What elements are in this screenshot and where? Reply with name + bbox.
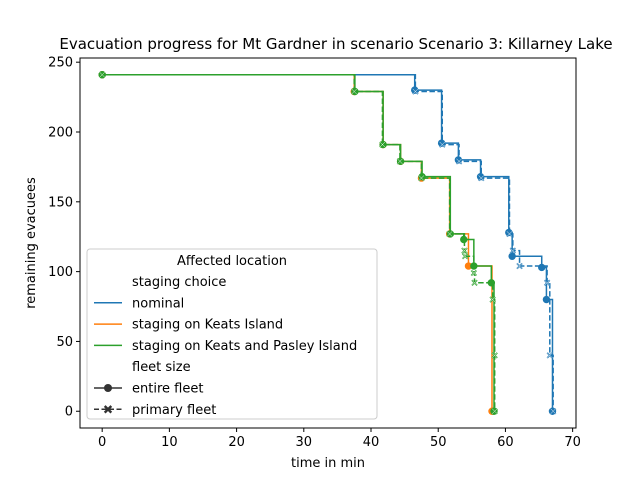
x-tick-label: 70 <box>564 435 581 450</box>
x-marker-highlight <box>446 231 453 237</box>
x-marker-highlight <box>471 280 478 286</box>
data-point <box>549 408 557 415</box>
x-marker-highlight <box>491 408 498 415</box>
x-marker-highlight <box>471 270 477 276</box>
data-point <box>509 247 516 254</box>
series-line-4 <box>102 74 496 412</box>
x-marker-highlight <box>491 352 498 359</box>
data-point <box>351 88 358 95</box>
legend-section-header: staging choice <box>132 275 226 290</box>
data-point <box>491 352 498 359</box>
data-point <box>538 263 546 272</box>
x-tick-label: 60 <box>497 435 514 450</box>
plot-frame <box>79 57 577 429</box>
data-point <box>99 71 106 78</box>
data-point <box>412 88 419 95</box>
data-point <box>461 253 469 260</box>
data-point <box>396 158 404 165</box>
x-marker-highlight <box>550 408 556 415</box>
y-axis-title: remaining evacuees <box>24 177 39 309</box>
data-point <box>489 296 496 303</box>
x-marker-highlight <box>478 175 485 181</box>
data-point <box>546 352 553 359</box>
legend-entry-label: nominal <box>132 296 184 311</box>
data-point <box>491 408 498 415</box>
series-line-0 <box>102 74 554 412</box>
x-marker-highlight <box>351 88 357 95</box>
legend-marker-x <box>103 405 113 414</box>
x-marker-highlight <box>506 231 513 237</box>
data-point <box>516 262 523 270</box>
data-point <box>470 269 478 277</box>
x-marker-highlight <box>99 71 105 78</box>
x-marker-highlight <box>547 352 553 359</box>
data-point <box>478 174 485 182</box>
y-tick-label: 200 <box>48 126 73 141</box>
chart-title: Evacuation progress for Mt Gardner in sc… <box>59 35 612 53</box>
y-tick-label: 0 <box>65 405 73 420</box>
x-marker-highlight <box>379 141 386 148</box>
legend-entry-label: entire fleet <box>132 382 203 397</box>
x-marker-highlight <box>412 88 419 95</box>
x-axis-title: time in min <box>291 456 365 471</box>
x-marker-highlight <box>397 158 403 165</box>
legend-box <box>86 248 378 420</box>
legend-entry-label: staging on Keats and Pasley Island <box>132 339 357 354</box>
x-marker-highlight <box>456 158 462 165</box>
data-point <box>461 247 468 254</box>
plot-area <box>98 71 557 415</box>
y-tick-label: 250 <box>48 56 73 71</box>
x-marker-highlight <box>489 296 496 303</box>
data-point <box>446 230 453 238</box>
legend-title: Affected location <box>177 254 287 269</box>
data-point <box>506 230 513 238</box>
y-tick-label: 150 <box>48 195 73 210</box>
data-point <box>418 174 425 182</box>
legend-marker-circle <box>104 384 112 392</box>
x-marker-highlight <box>461 247 468 254</box>
legend: Affected location staging choice nominal st… <box>86 248 378 420</box>
x-marker-highlight <box>516 263 523 269</box>
data-point <box>379 141 386 148</box>
y-tick-label: 50 <box>56 335 73 350</box>
data-point <box>439 141 446 148</box>
axes: 0 10 20 30 40 50 60 70 0 50 100 150 200 250 <box>48 56 581 450</box>
x-marker-highlight <box>544 280 550 286</box>
data-point <box>543 279 551 286</box>
data-point <box>542 295 551 304</box>
series-group <box>98 71 557 415</box>
data-point <box>471 279 478 286</box>
y-tick-label: 100 <box>48 265 73 280</box>
data-point <box>455 158 463 165</box>
x-tick-label: 10 <box>161 435 178 450</box>
x-tick-label: 0 <box>98 435 106 450</box>
x-tick-label: 50 <box>430 435 447 450</box>
x-marker-highlight <box>510 247 516 254</box>
legend-section-header: fleet size <box>132 360 191 375</box>
data-point <box>508 252 516 260</box>
x-marker-highlight <box>439 141 446 148</box>
x-marker-highlight <box>418 175 425 181</box>
x-tick-label: 20 <box>228 435 245 450</box>
x-tick-label: 30 <box>296 435 313 450</box>
legend-entry-label: staging on Keats Island <box>132 318 283 333</box>
x-tick-label: 40 <box>363 435 380 450</box>
legend-entry-label: primary fleet <box>132 403 216 418</box>
x-marker-highlight <box>462 253 468 260</box>
